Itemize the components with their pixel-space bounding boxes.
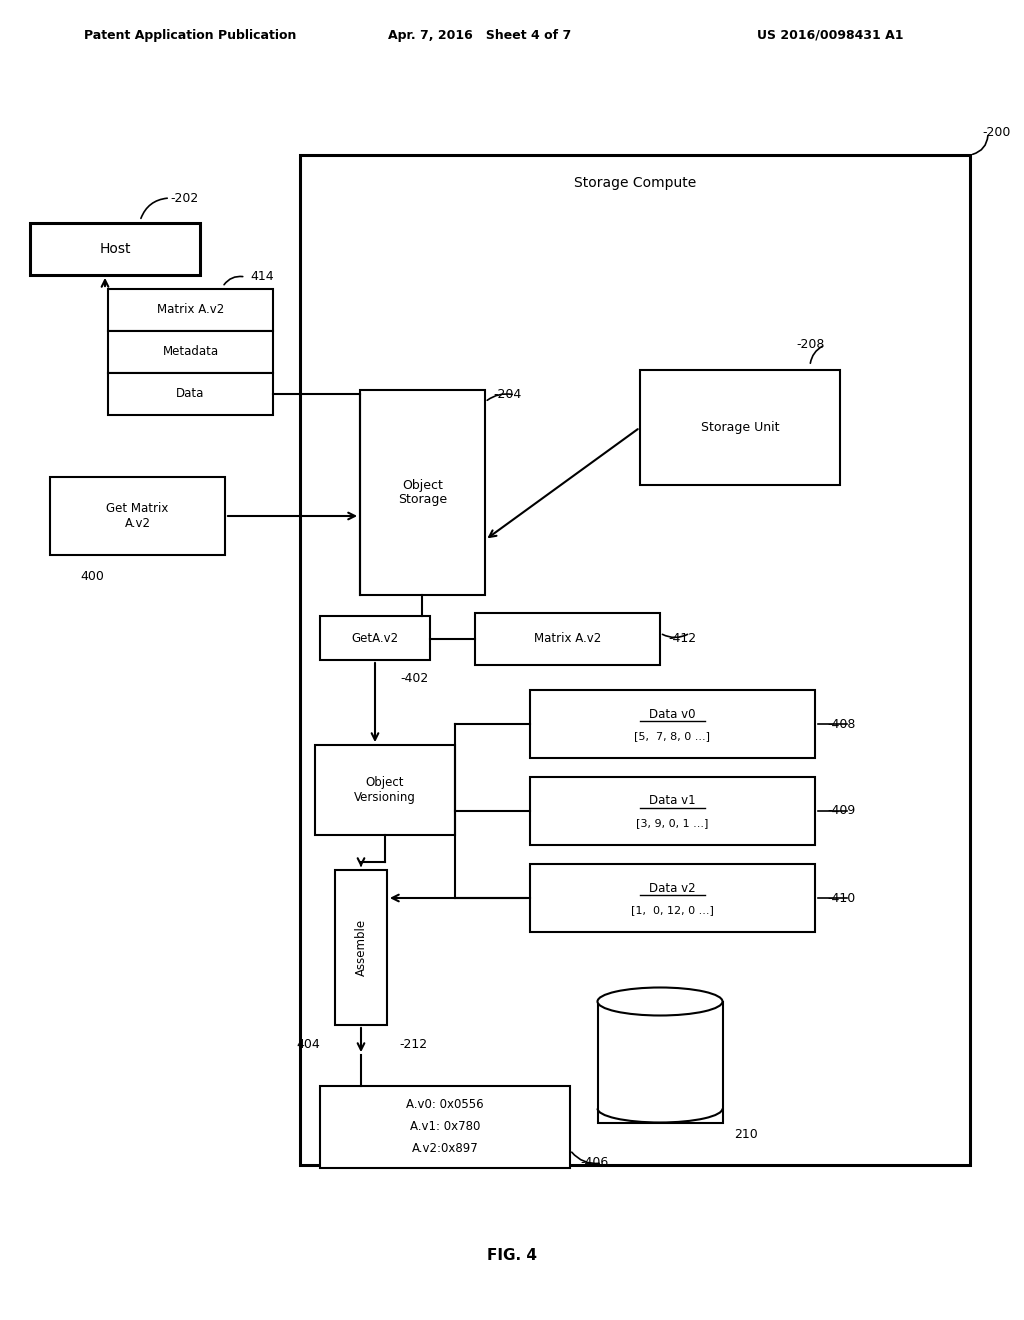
Text: -212: -212 <box>399 1039 427 1052</box>
Text: Object
Storage: Object Storage <box>398 479 447 507</box>
Text: -204: -204 <box>493 388 521 401</box>
FancyBboxPatch shape <box>640 370 840 484</box>
Text: Storage Compute: Storage Compute <box>573 176 696 190</box>
Text: Matrix A.v2: Matrix A.v2 <box>534 632 601 645</box>
FancyBboxPatch shape <box>319 616 430 660</box>
Text: -406: -406 <box>580 1156 608 1170</box>
Ellipse shape <box>597 987 723 1015</box>
Text: -410: -410 <box>827 891 855 904</box>
Text: -412: -412 <box>668 632 696 645</box>
FancyBboxPatch shape <box>108 331 273 374</box>
Text: -200: -200 <box>982 127 1011 140</box>
Text: A.v1: 0x780: A.v1: 0x780 <box>410 1121 480 1134</box>
Text: Object
Versioning: Object Versioning <box>354 776 416 804</box>
FancyBboxPatch shape <box>108 374 273 414</box>
FancyBboxPatch shape <box>530 777 815 845</box>
Text: A.v2:0x897: A.v2:0x897 <box>412 1143 478 1155</box>
FancyBboxPatch shape <box>50 477 225 554</box>
Text: FIG. 4: FIG. 4 <box>487 1247 537 1262</box>
FancyBboxPatch shape <box>530 690 815 758</box>
FancyBboxPatch shape <box>315 744 455 836</box>
Text: Data: Data <box>176 388 205 400</box>
Text: A.v0: 0x0556: A.v0: 0x0556 <box>407 1098 483 1111</box>
Text: 400: 400 <box>80 570 103 583</box>
Text: Metadata: Metadata <box>163 346 218 359</box>
Text: 404: 404 <box>296 1039 319 1052</box>
Text: GetA.v2: GetA.v2 <box>351 631 398 644</box>
FancyBboxPatch shape <box>319 1086 570 1168</box>
Text: [5,  7, 8, 0 ...]: [5, 7, 8, 0 ...] <box>635 731 711 741</box>
FancyBboxPatch shape <box>30 223 200 275</box>
Text: -409: -409 <box>827 804 855 817</box>
Text: Host: Host <box>99 242 131 256</box>
FancyBboxPatch shape <box>475 612 660 665</box>
Text: Patent Application Publication: Patent Application Publication <box>84 29 296 41</box>
FancyBboxPatch shape <box>597 1002 723 1122</box>
Text: [3, 9, 0, 1 ...]: [3, 9, 0, 1 ...] <box>636 818 709 828</box>
FancyBboxPatch shape <box>530 865 815 932</box>
Text: Apr. 7, 2016   Sheet 4 of 7: Apr. 7, 2016 Sheet 4 of 7 <box>388 29 571 41</box>
Text: -208: -208 <box>797 338 825 351</box>
Text: Assemble: Assemble <box>354 919 368 975</box>
FancyBboxPatch shape <box>108 289 273 331</box>
Text: 414: 414 <box>251 271 274 284</box>
Text: -402: -402 <box>400 672 428 685</box>
FancyBboxPatch shape <box>335 870 387 1026</box>
Text: -408: -408 <box>827 718 855 730</box>
Text: -202: -202 <box>170 191 199 205</box>
Text: Data v1: Data v1 <box>649 795 696 808</box>
FancyBboxPatch shape <box>360 389 485 595</box>
Text: [1,  0, 12, 0 ...]: [1, 0, 12, 0 ...] <box>631 906 714 915</box>
Text: Storage Unit: Storage Unit <box>700 421 779 434</box>
Text: US 2016/0098431 A1: US 2016/0098431 A1 <box>757 29 903 41</box>
Text: Data v0: Data v0 <box>649 708 695 721</box>
Text: Data v2: Data v2 <box>649 882 696 895</box>
Text: Get Matrix
A.v2: Get Matrix A.v2 <box>106 502 169 531</box>
FancyBboxPatch shape <box>300 154 970 1166</box>
Text: 210: 210 <box>734 1129 758 1140</box>
Text: Matrix A.v2: Matrix A.v2 <box>157 304 224 317</box>
